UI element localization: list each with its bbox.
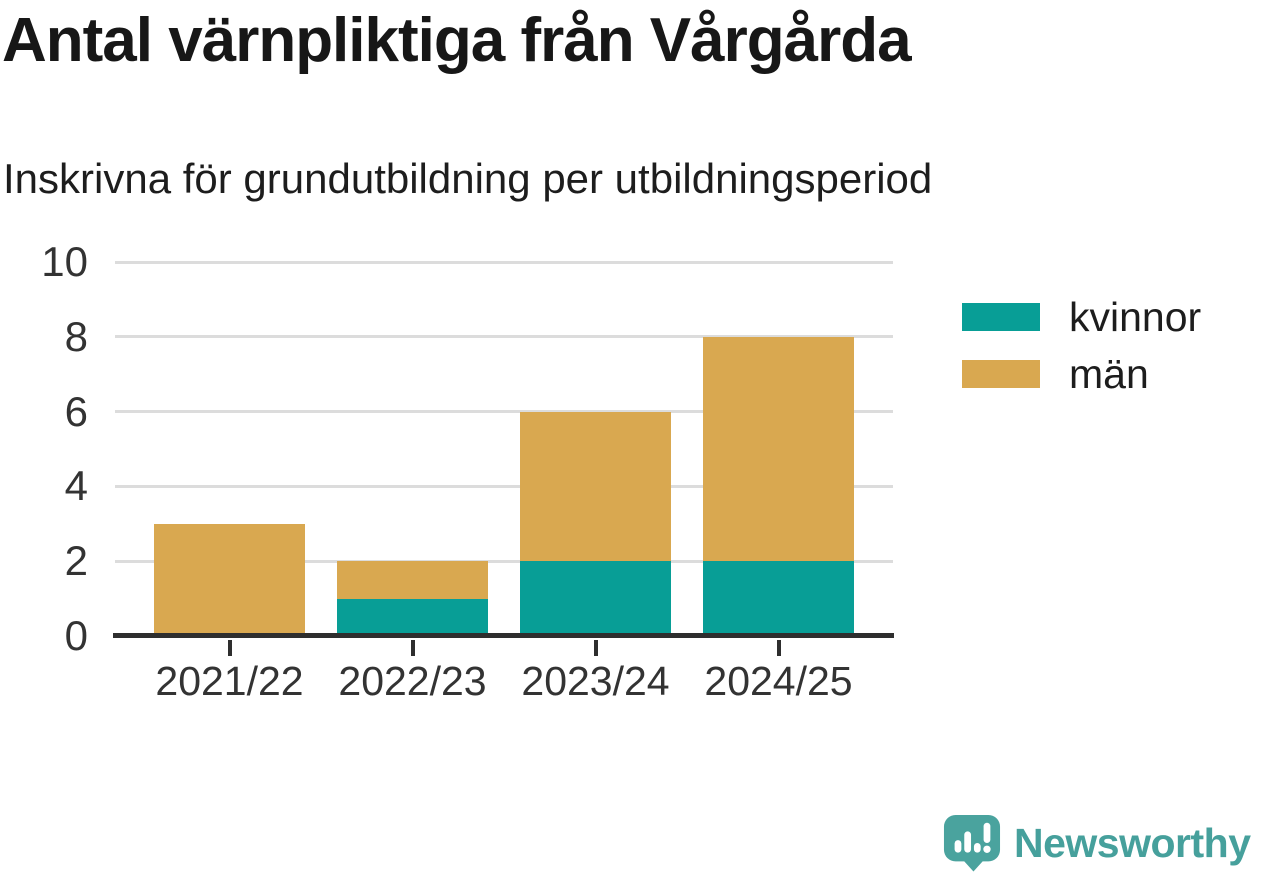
x-tick-mark-2021/22 xyxy=(227,640,232,656)
bar-män-2022/23 xyxy=(337,561,488,599)
x-tick-mark-2023/24 xyxy=(593,640,598,656)
y-tick-label-6: 6 xyxy=(64,387,88,435)
bar-kvinnor-2023/24 xyxy=(520,561,671,636)
chart-subtitle: Inskrivna för grundutbildning per utbild… xyxy=(3,155,933,202)
bar-kvinnor-2022/23 xyxy=(337,598,488,636)
bar-män-2024/25 xyxy=(703,336,854,562)
legend-swatch-män xyxy=(962,360,1040,388)
bar-män-2023/24 xyxy=(520,411,671,562)
gridline-y-6 xyxy=(115,410,893,414)
bar-kvinnor-2024/25 xyxy=(703,561,854,636)
y-tick-label-2: 2 xyxy=(64,537,88,585)
legend-item-kvinnor: kvinnor xyxy=(962,294,1201,340)
newsworthy-logo-icon xyxy=(943,814,1001,872)
plot-area xyxy=(113,260,894,638)
x-tick-label-2022/23: 2022/23 xyxy=(338,658,487,704)
legend-item-män: män xyxy=(962,351,1201,397)
brand-footer: Newsworthy xyxy=(943,814,1251,872)
bar-män-2021/22 xyxy=(154,523,305,636)
gridline-y-4 xyxy=(115,484,893,488)
gridline-y-10 xyxy=(115,260,893,264)
legend-label-män: män xyxy=(1069,350,1149,397)
legend-label-kvinnor: kvinnor xyxy=(1069,293,1202,340)
y-tick-label-10: 10 xyxy=(41,238,88,285)
legend-swatch-kvinnor xyxy=(962,303,1040,331)
x-tick-mark-2024/25 xyxy=(776,640,781,656)
x-axis-line xyxy=(113,633,894,638)
y-tick-label-8: 8 xyxy=(64,312,88,360)
y-tick-label-4: 4 xyxy=(64,462,88,510)
x-tick-mark-2022/23 xyxy=(410,640,415,656)
chart-title: Antal värnpliktiga från Vårgårda xyxy=(2,6,912,75)
brand-wordmark: Newsworthy xyxy=(1014,820,1251,866)
chart-legend: kvinnor män xyxy=(962,294,1201,417)
gridline-y-2 xyxy=(115,559,893,563)
gridline-y-8 xyxy=(115,335,893,339)
x-tick-label-2021/22: 2021/22 xyxy=(155,658,304,704)
bar-chart-exclamation-glyph xyxy=(954,822,991,853)
x-tick-label-2024/25: 2024/25 xyxy=(704,658,853,704)
x-tick-label-2023/24: 2023/24 xyxy=(521,658,670,704)
y-tick-label-0: 0 xyxy=(64,612,88,659)
